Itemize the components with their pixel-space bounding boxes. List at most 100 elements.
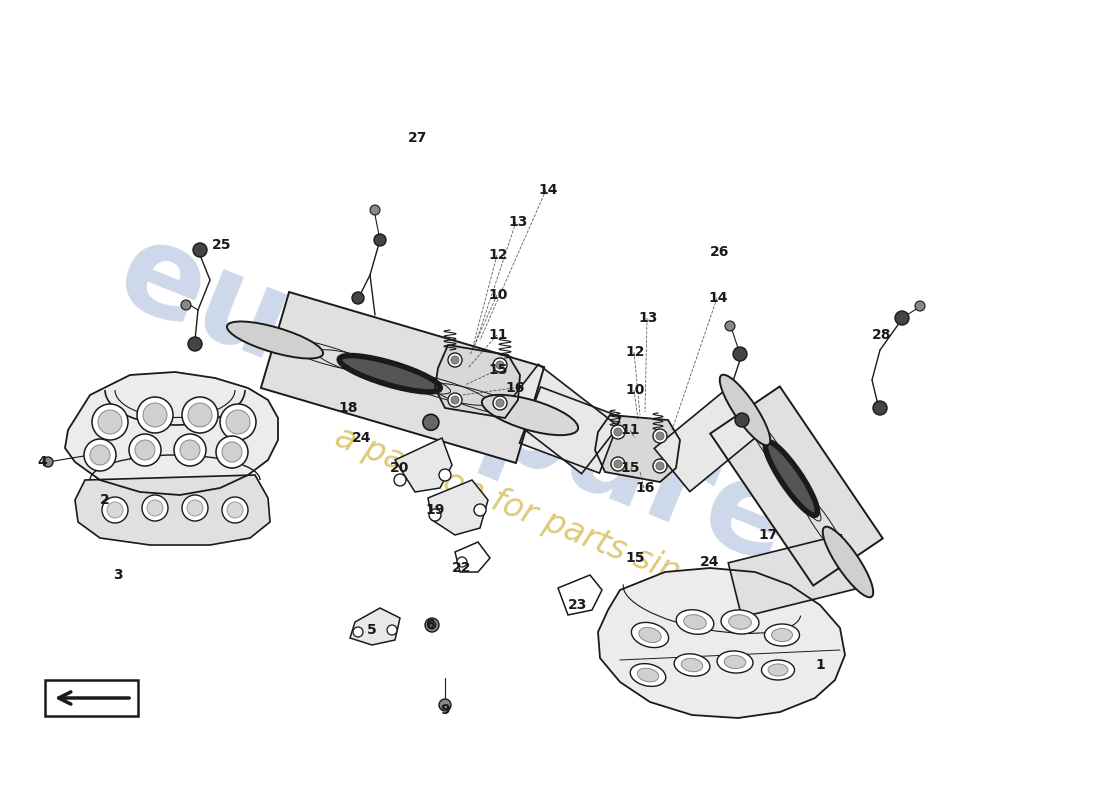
Circle shape xyxy=(610,457,625,471)
Polygon shape xyxy=(395,438,452,492)
Text: a passion for parts since 1985: a passion for parts since 1985 xyxy=(330,420,810,640)
Ellipse shape xyxy=(717,651,754,673)
Circle shape xyxy=(174,434,206,466)
Circle shape xyxy=(614,460,622,468)
Circle shape xyxy=(451,396,459,404)
Circle shape xyxy=(182,495,208,521)
Circle shape xyxy=(439,469,451,481)
Circle shape xyxy=(84,439,116,471)
Ellipse shape xyxy=(724,655,746,669)
Circle shape xyxy=(493,358,507,372)
Ellipse shape xyxy=(764,624,800,646)
Circle shape xyxy=(92,404,128,440)
Polygon shape xyxy=(350,608,400,645)
Circle shape xyxy=(227,502,243,518)
Text: 26: 26 xyxy=(711,245,729,259)
Circle shape xyxy=(873,401,887,415)
Ellipse shape xyxy=(720,610,759,634)
Ellipse shape xyxy=(639,627,661,642)
Text: 10: 10 xyxy=(488,288,508,302)
Circle shape xyxy=(143,403,167,427)
Circle shape xyxy=(915,301,925,311)
Text: 25: 25 xyxy=(212,238,232,252)
Text: 4: 4 xyxy=(37,455,47,469)
Ellipse shape xyxy=(676,610,714,634)
Circle shape xyxy=(496,361,504,369)
Ellipse shape xyxy=(768,664,788,676)
Circle shape xyxy=(187,500,204,516)
Circle shape xyxy=(456,557,468,567)
Text: 28: 28 xyxy=(872,328,892,342)
Circle shape xyxy=(182,300,191,310)
Circle shape xyxy=(895,311,909,325)
Circle shape xyxy=(135,440,155,460)
Text: 13: 13 xyxy=(638,311,658,325)
Circle shape xyxy=(439,699,451,711)
Circle shape xyxy=(352,292,364,304)
Circle shape xyxy=(107,502,123,518)
Ellipse shape xyxy=(674,654,710,676)
Circle shape xyxy=(733,347,747,361)
Ellipse shape xyxy=(631,622,669,647)
Text: 15: 15 xyxy=(488,363,508,377)
Polygon shape xyxy=(654,388,762,492)
Circle shape xyxy=(429,509,441,521)
Text: 11: 11 xyxy=(488,328,508,342)
Circle shape xyxy=(370,205,379,215)
Circle shape xyxy=(428,621,436,629)
Text: 15: 15 xyxy=(620,461,640,475)
Polygon shape xyxy=(428,480,488,535)
Ellipse shape xyxy=(771,629,792,642)
Circle shape xyxy=(394,474,406,486)
Ellipse shape xyxy=(719,374,770,446)
Circle shape xyxy=(216,436,248,468)
Text: 24: 24 xyxy=(701,555,719,569)
Polygon shape xyxy=(434,345,520,418)
Circle shape xyxy=(448,353,462,367)
Ellipse shape xyxy=(684,614,706,630)
Circle shape xyxy=(222,497,248,523)
Circle shape xyxy=(725,321,735,331)
Circle shape xyxy=(98,410,122,434)
Circle shape xyxy=(43,457,53,467)
Circle shape xyxy=(180,440,200,460)
Text: 19: 19 xyxy=(426,503,444,517)
Text: 3: 3 xyxy=(113,568,123,582)
Circle shape xyxy=(614,428,622,436)
Circle shape xyxy=(129,434,161,466)
Polygon shape xyxy=(261,292,544,463)
Polygon shape xyxy=(728,535,855,617)
Text: 1: 1 xyxy=(815,658,825,672)
Text: 24: 24 xyxy=(352,431,372,445)
Text: 11: 11 xyxy=(620,423,640,437)
Circle shape xyxy=(610,425,625,439)
Circle shape xyxy=(656,462,664,470)
Polygon shape xyxy=(502,364,618,474)
Ellipse shape xyxy=(227,322,323,358)
Ellipse shape xyxy=(637,668,659,682)
Text: 13: 13 xyxy=(508,215,528,229)
Circle shape xyxy=(451,356,459,364)
Text: 17: 17 xyxy=(758,528,778,542)
Text: eurospares: eurospares xyxy=(101,211,879,619)
Polygon shape xyxy=(711,386,883,586)
Text: 6: 6 xyxy=(426,618,434,632)
Text: 27: 27 xyxy=(408,131,428,145)
Circle shape xyxy=(448,393,462,407)
Polygon shape xyxy=(519,387,620,473)
Circle shape xyxy=(653,429,667,443)
Circle shape xyxy=(353,627,363,637)
Polygon shape xyxy=(595,415,680,482)
Text: 16: 16 xyxy=(505,381,525,395)
Polygon shape xyxy=(65,372,278,495)
Circle shape xyxy=(220,404,256,440)
Circle shape xyxy=(188,337,202,351)
Circle shape xyxy=(496,399,504,407)
Circle shape xyxy=(188,403,212,427)
Circle shape xyxy=(422,414,439,430)
Circle shape xyxy=(374,234,386,246)
Text: 18: 18 xyxy=(339,401,358,415)
Circle shape xyxy=(735,413,749,427)
Ellipse shape xyxy=(823,526,873,598)
Ellipse shape xyxy=(766,442,817,515)
